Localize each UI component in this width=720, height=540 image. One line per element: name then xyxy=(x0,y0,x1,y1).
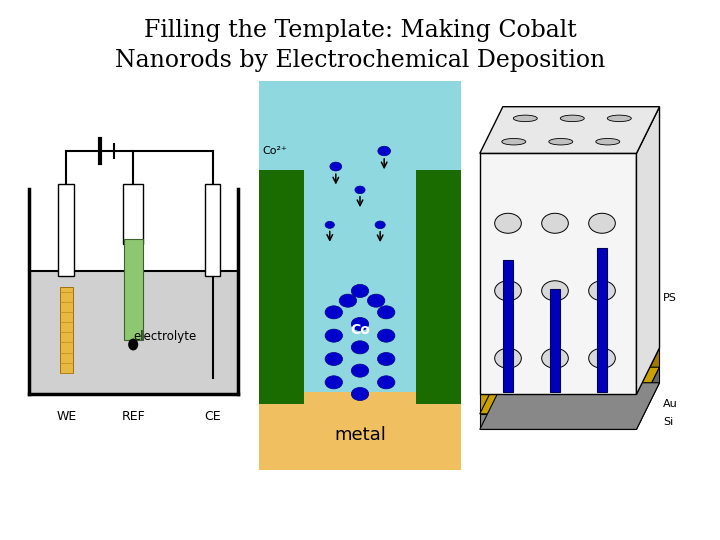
Text: Si: Si xyxy=(663,417,673,427)
Polygon shape xyxy=(636,348,660,414)
Circle shape xyxy=(351,388,369,401)
Circle shape xyxy=(377,376,395,389)
Circle shape xyxy=(377,329,395,342)
Circle shape xyxy=(377,306,395,319)
Circle shape xyxy=(325,306,343,319)
Circle shape xyxy=(351,285,369,298)
Circle shape xyxy=(325,329,343,342)
Text: REF: REF xyxy=(122,410,145,423)
Ellipse shape xyxy=(128,339,138,350)
Bar xyxy=(123,184,143,244)
Circle shape xyxy=(541,281,568,301)
Ellipse shape xyxy=(513,115,537,122)
Circle shape xyxy=(339,294,356,307)
Bar xyxy=(58,184,74,276)
Text: CE: CE xyxy=(204,410,221,423)
Text: PS: PS xyxy=(663,293,677,303)
Circle shape xyxy=(589,213,616,233)
Bar xyxy=(597,248,608,392)
Text: WE: WE xyxy=(56,410,76,423)
Bar xyxy=(259,171,304,404)
Polygon shape xyxy=(480,383,660,429)
Bar xyxy=(503,260,513,392)
Text: Filling the Template: Making Cobalt
Nanorods by Electrochemical Deposition: Filling the Template: Making Cobalt Nano… xyxy=(115,19,605,72)
Circle shape xyxy=(495,281,521,301)
Bar xyxy=(29,271,238,394)
Circle shape xyxy=(355,186,365,194)
Text: electrolyte: electrolyte xyxy=(133,330,196,343)
Polygon shape xyxy=(636,367,660,429)
Circle shape xyxy=(541,213,568,233)
Circle shape xyxy=(325,221,334,228)
Circle shape xyxy=(378,146,390,156)
Bar xyxy=(259,392,461,470)
Circle shape xyxy=(367,294,384,307)
Circle shape xyxy=(351,364,369,377)
Circle shape xyxy=(325,376,343,389)
Text: Co: Co xyxy=(350,323,370,337)
Circle shape xyxy=(495,213,521,233)
Circle shape xyxy=(330,162,342,171)
Polygon shape xyxy=(636,107,660,394)
Circle shape xyxy=(541,348,568,368)
Ellipse shape xyxy=(560,115,584,122)
Bar xyxy=(480,414,636,429)
Circle shape xyxy=(589,281,616,301)
Bar xyxy=(480,394,636,414)
Polygon shape xyxy=(480,107,660,153)
Polygon shape xyxy=(480,367,660,414)
Circle shape xyxy=(495,348,521,368)
Ellipse shape xyxy=(549,138,572,145)
Bar xyxy=(480,153,636,394)
Bar xyxy=(204,184,220,276)
Text: Co²⁺: Co²⁺ xyxy=(263,146,288,156)
Ellipse shape xyxy=(502,138,526,145)
Bar xyxy=(549,288,560,392)
Circle shape xyxy=(377,353,395,366)
Circle shape xyxy=(375,221,385,228)
Ellipse shape xyxy=(595,138,620,145)
Text: Au: Au xyxy=(663,399,678,409)
Bar xyxy=(259,81,461,470)
Bar xyxy=(124,239,143,340)
Circle shape xyxy=(351,318,369,330)
Circle shape xyxy=(325,353,343,366)
Circle shape xyxy=(589,348,616,368)
Ellipse shape xyxy=(607,115,631,122)
Circle shape xyxy=(351,341,369,354)
Bar xyxy=(60,287,73,373)
Bar xyxy=(416,171,461,404)
Text: metal: metal xyxy=(334,426,386,444)
